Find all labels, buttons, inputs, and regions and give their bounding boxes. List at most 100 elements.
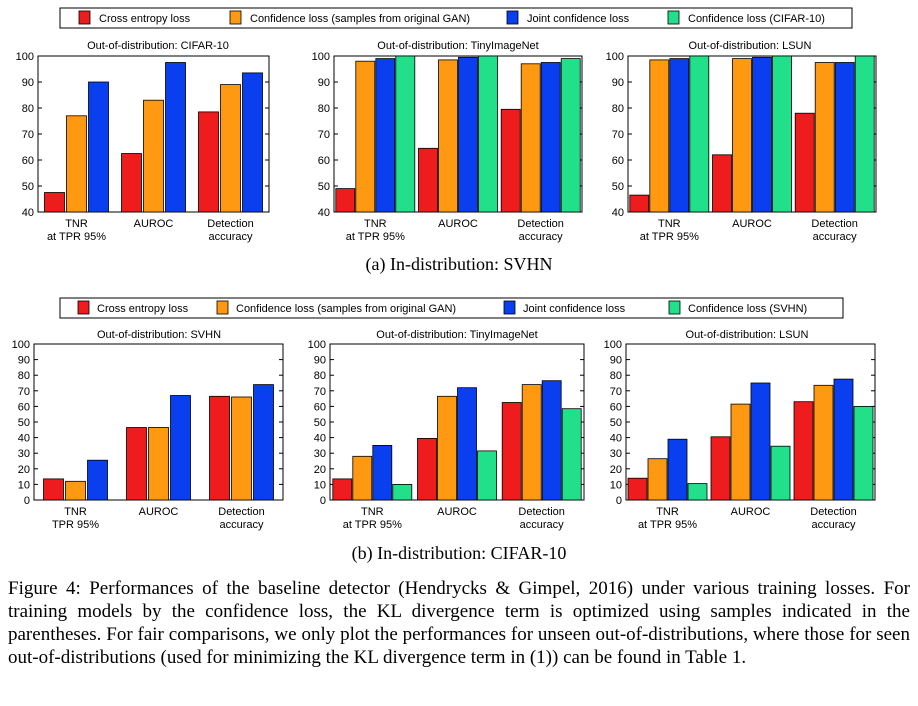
y-tick-label: 40 xyxy=(22,207,34,219)
x-tick-label: TNR xyxy=(364,218,387,230)
x-tick-label: TNR xyxy=(361,506,384,518)
y-tick-label: 40 xyxy=(18,433,30,445)
y-tick-label: 40 xyxy=(318,207,330,219)
y-tick-label: 100 xyxy=(312,51,330,63)
bar-confidence-gan xyxy=(355,60,376,213)
bar-cross-entropy xyxy=(121,153,142,213)
legend-a-label-cross-entropy: Cross entropy loss xyxy=(99,13,191,25)
bar-confidence-other xyxy=(561,408,582,501)
y-tick-label: 80 xyxy=(612,103,624,115)
x-tick-label: accuracy xyxy=(208,231,253,243)
bar-joint xyxy=(540,62,561,213)
y-tick-label: 100 xyxy=(606,51,624,63)
bar-confidence-other xyxy=(477,450,497,501)
bar-cross-entropy xyxy=(629,194,650,213)
y-tick-label: 80 xyxy=(318,103,330,115)
y-tick-label: 70 xyxy=(612,129,624,141)
plot-frame xyxy=(329,343,585,501)
bar-confidence-gan xyxy=(231,396,252,501)
x-tick-label: at TPR 95% xyxy=(343,519,402,531)
y-tick-label: 0 xyxy=(320,495,326,507)
legend-a-swatch-confidence-gan xyxy=(229,10,242,25)
x-tick-label: Detection xyxy=(810,506,856,518)
bar-confidence-gan xyxy=(148,427,169,501)
x-tick-label: TNR xyxy=(658,218,681,230)
x-tick-label: at TPR 95% xyxy=(346,231,405,243)
legend-a-label-confidence-other: Confidence loss (CIFAR-10) xyxy=(688,13,825,25)
subcaption-b: (b) In-distribution: CIFAR-10 xyxy=(352,543,567,564)
bar-confidence-gan xyxy=(143,99,164,213)
bar-joint xyxy=(375,58,396,213)
x-tick-label: TNR xyxy=(65,218,88,230)
figure-caption: Figure 4: Performances of the baseline d… xyxy=(8,578,910,668)
legend-b-swatch-joint xyxy=(503,300,516,315)
y-tick-label: 60 xyxy=(18,401,30,413)
y-tick-label: 90 xyxy=(22,77,34,89)
legend-a-label-confidence-gan: Confidence loss (samples from original G… xyxy=(250,13,470,25)
chart-title-b2: Out-of-distribution: TinyImageNet xyxy=(376,329,537,341)
x-tick-label: Detection xyxy=(811,218,857,230)
plot-frame xyxy=(627,55,877,213)
bar-joint xyxy=(541,380,562,501)
x-tick-label: Detection xyxy=(518,506,564,518)
y-tick-label: 60 xyxy=(318,155,330,167)
bar-joint xyxy=(833,378,854,501)
y-tick-label: 70 xyxy=(22,129,34,141)
bar-cross-entropy xyxy=(793,401,814,501)
legend-a-label-joint: Joint confidence loss xyxy=(527,13,630,25)
y-tick-label: 40 xyxy=(314,433,326,445)
legend-b-label-joint: Joint confidence loss xyxy=(523,303,626,315)
bar-confidence-gan xyxy=(66,115,87,213)
y-tick-label: 30 xyxy=(610,448,622,460)
bar-cross-entropy xyxy=(500,108,521,213)
bar-confidence-other xyxy=(392,483,413,501)
legend-a-swatch-joint xyxy=(506,10,519,25)
bar-joint xyxy=(752,56,772,213)
x-tick-label: Detection xyxy=(517,218,563,230)
y-tick-label: 50 xyxy=(612,181,624,193)
bar-confidence-other xyxy=(395,55,416,213)
y-tick-label: 50 xyxy=(610,417,622,429)
bar-confidence-gan xyxy=(65,480,86,501)
subcaption-a: (a) In-distribution: SVHN xyxy=(366,254,553,275)
chart-title-a2: Out-of-distribution: TinyImageNet xyxy=(377,40,538,52)
legend-b-swatch-cross-entropy xyxy=(77,300,90,315)
bar-confidence-gan xyxy=(732,58,752,213)
y-tick-label: 60 xyxy=(610,401,622,413)
bar-cross-entropy xyxy=(209,395,230,501)
legend-b-swatch-confidence-other xyxy=(668,300,681,315)
y-tick-label: 0 xyxy=(616,495,622,507)
bar-cross-entropy xyxy=(418,147,438,213)
y-tick-label: 0 xyxy=(24,495,30,507)
y-tick-label: 80 xyxy=(22,103,34,115)
bar-joint xyxy=(87,459,108,501)
y-tick-label: 50 xyxy=(314,417,326,429)
bar-confidence-other xyxy=(770,445,791,501)
y-tick-label: 20 xyxy=(610,464,622,476)
bar-confidence-gan xyxy=(730,403,751,501)
x-tick-label: at TPR 95% xyxy=(47,231,106,243)
x-tick-label: accuracy xyxy=(219,519,264,531)
y-tick-label: 60 xyxy=(314,401,326,413)
bar-cross-entropy xyxy=(712,154,732,213)
x-tick-label: AUROC xyxy=(134,218,174,230)
y-tick-label: 10 xyxy=(610,479,622,491)
y-tick-label: 20 xyxy=(18,464,30,476)
x-tick-label: accuracy xyxy=(813,231,858,243)
x-tick-label: at TPR 95% xyxy=(638,519,697,531)
legend-a: Cross entropy loss Confidence loss (samp… xyxy=(59,7,853,29)
chart-title-a3: Out-of-distribution: LSUN xyxy=(689,40,812,52)
bar-confidence-gan xyxy=(813,384,834,501)
bar-joint xyxy=(458,56,478,213)
legend-b-label-confidence-gan: Confidence loss (samples from original G… xyxy=(236,303,456,315)
bar-joint xyxy=(165,62,186,213)
y-tick-label: 50 xyxy=(18,417,30,429)
bar-confidence-gan xyxy=(437,395,457,501)
legend-a-swatch-confidence-other xyxy=(667,10,680,25)
bar-confidence-other xyxy=(687,483,708,501)
chart-title-a1: Out-of-distribution: CIFAR-10 xyxy=(87,40,229,52)
bar-joint xyxy=(88,81,109,213)
